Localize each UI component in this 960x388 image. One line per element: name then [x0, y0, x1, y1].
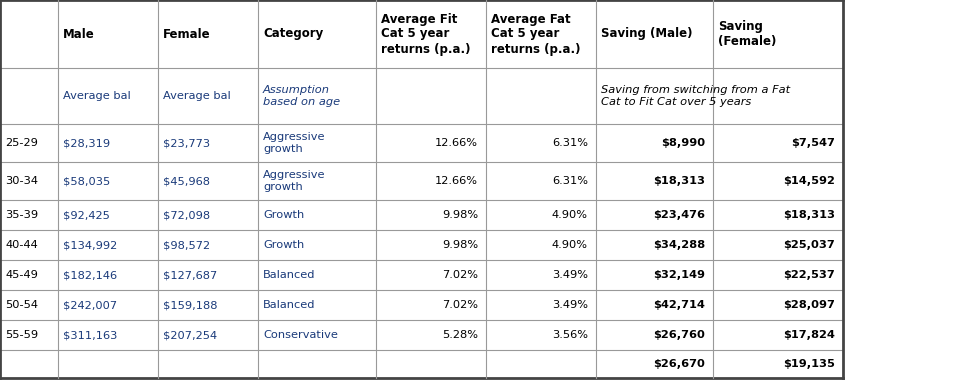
Text: Growth: Growth: [263, 240, 304, 250]
Text: Average bal: Average bal: [163, 91, 230, 101]
Text: 45-49: 45-49: [5, 270, 37, 280]
Text: 55-59: 55-59: [5, 330, 38, 340]
Text: 4.90%: 4.90%: [552, 210, 588, 220]
Text: 9.98%: 9.98%: [442, 240, 478, 250]
Text: Saving
(Female): Saving (Female): [718, 20, 777, 48]
Text: $18,313: $18,313: [653, 176, 705, 186]
Text: Balanced: Balanced: [263, 300, 316, 310]
Text: $127,687: $127,687: [163, 270, 217, 280]
Text: 7.02%: 7.02%: [442, 270, 478, 280]
Text: 6.31%: 6.31%: [552, 176, 588, 186]
Text: 3.49%: 3.49%: [552, 270, 588, 280]
Text: 5.28%: 5.28%: [442, 330, 478, 340]
Text: 3.56%: 3.56%: [552, 330, 588, 340]
Text: $8,990: $8,990: [660, 138, 705, 148]
Text: Conservative: Conservative: [263, 330, 338, 340]
Text: 35-39: 35-39: [5, 210, 38, 220]
Text: Category: Category: [263, 28, 324, 40]
Text: $58,035: $58,035: [63, 176, 110, 186]
Text: 4.90%: 4.90%: [552, 240, 588, 250]
Text: Average Fat
Cat 5 year
returns (p.a.): Average Fat Cat 5 year returns (p.a.): [491, 12, 581, 55]
Text: $45,968: $45,968: [163, 176, 210, 186]
Text: Male: Male: [63, 28, 95, 40]
Text: Average Fit
Cat 5 year
returns (p.a.): Average Fit Cat 5 year returns (p.a.): [381, 12, 470, 55]
Text: $14,592: $14,592: [783, 176, 835, 186]
Text: $23,476: $23,476: [653, 210, 705, 220]
Text: Growth: Growth: [263, 210, 304, 220]
Text: $134,992: $134,992: [63, 240, 117, 250]
Text: 25-29: 25-29: [5, 138, 37, 148]
Text: 3.49%: 3.49%: [552, 300, 588, 310]
Text: $17,824: $17,824: [783, 330, 835, 340]
Text: $92,425: $92,425: [63, 210, 109, 220]
Text: 12.66%: 12.66%: [435, 138, 478, 148]
Text: 6.31%: 6.31%: [552, 138, 588, 148]
Text: 30-34: 30-34: [5, 176, 38, 186]
Text: $32,149: $32,149: [653, 270, 705, 280]
Text: $28,097: $28,097: [783, 300, 835, 310]
Text: 50-54: 50-54: [5, 300, 38, 310]
Text: Saving (Male): Saving (Male): [601, 28, 692, 40]
Text: Assumption
based on age: Assumption based on age: [263, 85, 340, 107]
Text: $18,313: $18,313: [783, 210, 835, 220]
Text: 40-44: 40-44: [5, 240, 37, 250]
Text: $26,760: $26,760: [653, 330, 705, 340]
Text: $26,670: $26,670: [653, 359, 705, 369]
Text: $207,254: $207,254: [163, 330, 217, 340]
Text: $25,037: $25,037: [783, 240, 835, 250]
Text: $7,547: $7,547: [791, 138, 835, 148]
Text: 7.02%: 7.02%: [442, 300, 478, 310]
Text: $34,288: $34,288: [653, 240, 705, 250]
Text: Female: Female: [163, 28, 210, 40]
Text: $98,572: $98,572: [163, 240, 210, 250]
Text: Aggressive
growth: Aggressive growth: [263, 170, 325, 192]
Text: $72,098: $72,098: [163, 210, 210, 220]
Text: $311,163: $311,163: [63, 330, 117, 340]
Text: $159,188: $159,188: [163, 300, 218, 310]
Text: Average bal: Average bal: [63, 91, 131, 101]
Text: $242,007: $242,007: [63, 300, 117, 310]
Text: Aggressive
growth: Aggressive growth: [263, 132, 325, 154]
Text: $19,135: $19,135: [783, 359, 835, 369]
Bar: [0, 0, 843, 378]
Text: $42,714: $42,714: [653, 300, 705, 310]
Text: $182,146: $182,146: [63, 270, 117, 280]
Text: Balanced: Balanced: [263, 270, 316, 280]
Text: 9.98%: 9.98%: [442, 210, 478, 220]
Text: 12.66%: 12.66%: [435, 176, 478, 186]
Text: $22,537: $22,537: [783, 270, 835, 280]
Text: $28,319: $28,319: [63, 138, 110, 148]
Text: $23,773: $23,773: [163, 138, 210, 148]
Text: Saving from switching from a Fat
Cat to Fit Cat over 5 years: Saving from switching from a Fat Cat to …: [601, 85, 790, 107]
